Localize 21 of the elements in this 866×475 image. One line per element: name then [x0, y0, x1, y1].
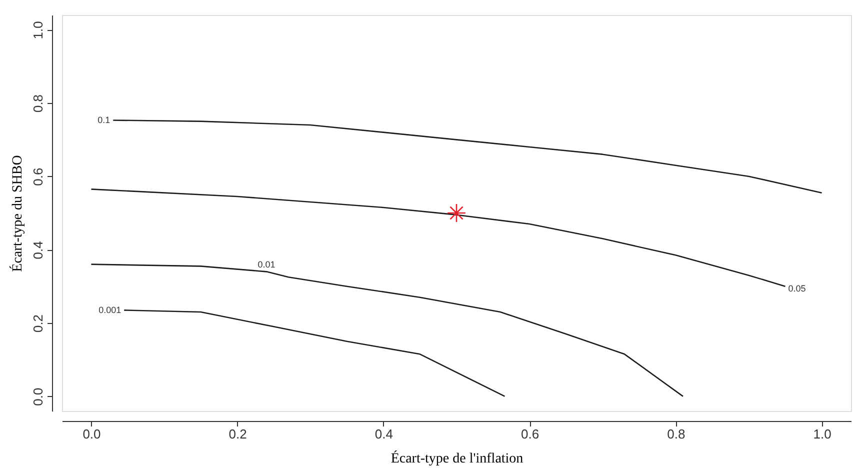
- x-tick-label: 0.0: [82, 426, 101, 442]
- annotation: 0.1: [98, 115, 110, 126]
- x-tick-label: 0.8: [667, 426, 686, 442]
- annotation: 0.001: [98, 305, 122, 316]
- x-tick-label: 0.4: [374, 426, 393, 442]
- line-series: [112, 120, 822, 194]
- x-axis-title: Écart-type de l'inflation: [390, 450, 524, 466]
- y-tick-label: 0.0: [30, 388, 46, 406]
- x-tick-label: 1.0: [813, 426, 832, 442]
- y-tick-label: 0.2: [30, 314, 46, 333]
- y-tick-label: 0.6: [30, 168, 46, 186]
- y-axis-title: Écart-type du SHBO: [8, 155, 26, 272]
- y-tick-label: 0.8: [30, 94, 46, 113]
- y-tick-label: 0.4: [30, 241, 46, 260]
- y-tick-label: 1.0: [30, 21, 46, 40]
- annotation: 0.01: [258, 260, 276, 270]
- line-series: [123, 310, 506, 397]
- line-series: [90, 188, 786, 287]
- x-tick-label: 0.6: [521, 426, 540, 442]
- annotation: 0.05: [788, 283, 806, 294]
- x-tick-label: 0.2: [228, 426, 247, 442]
